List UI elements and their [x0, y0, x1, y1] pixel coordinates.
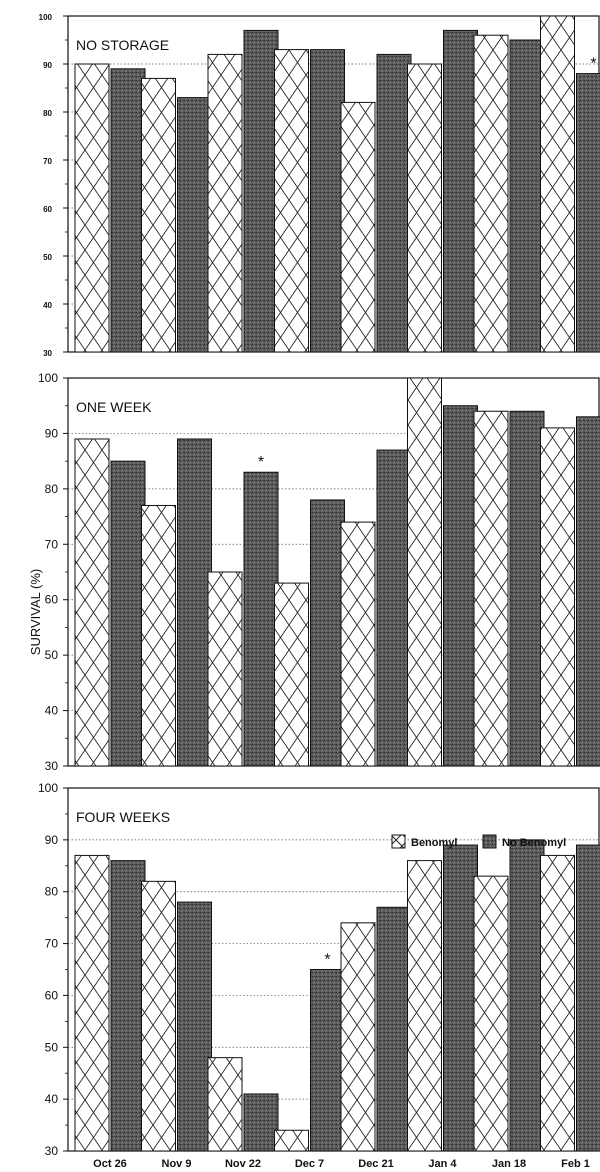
bar-benomyl — [274, 49, 309, 353]
significance-marker: * — [590, 56, 596, 73]
y-tick-label: 80 — [43, 109, 52, 118]
bar-no-benomyl — [509, 410, 545, 767]
bar-benomyl — [407, 377, 442, 767]
x-tick-label: Jan 18 — [492, 1158, 526, 1170]
bar-benomyl — [340, 101, 376, 353]
y-tick-label: 60 — [43, 205, 52, 214]
bar-benomyl — [407, 63, 442, 353]
bar-no-benomyl — [376, 906, 412, 1152]
y-tick-label: 40 — [43, 301, 52, 310]
bar-no-benomyl — [243, 1093, 279, 1152]
x-tick-label: Dec 7 — [295, 1158, 324, 1170]
legend: Benomyl No Benomyl — [391, 834, 566, 849]
bar-no-benomyl — [509, 839, 545, 1152]
panel-four-weeks: 30 40 50 60 70 80 90 100 FOUR WEEKS * — [38, 781, 600, 1158]
panel-title: ONE WEEK — [76, 399, 152, 415]
y-tick-label: 90 — [45, 833, 59, 847]
bar-benomyl — [407, 860, 442, 1152]
y-tick-label: 50 — [45, 1040, 59, 1054]
bar-no-benomyl — [310, 969, 345, 1152]
bar-no-benomyl — [443, 844, 478, 1152]
bar-no-benomyl — [443, 405, 478, 767]
y-tick-label: 60 — [45, 988, 59, 1002]
y-tick-label: 40 — [45, 704, 59, 718]
bar-no-benomyl — [376, 53, 412, 353]
bar-no-benomyl — [310, 49, 345, 353]
bar-benomyl — [340, 922, 376, 1152]
bar-benomyl — [74, 63, 110, 353]
bar-benomyl — [274, 582, 309, 767]
bar-benomyl — [274, 1129, 309, 1152]
bar-benomyl — [141, 880, 176, 1152]
legend-swatch-benomyl — [391, 834, 406, 849]
y-tick-label: 100 — [38, 781, 58, 795]
y-axis-label: SURVIVAL (%) — [28, 569, 43, 655]
bar-no-benomyl — [576, 73, 600, 353]
y-tick-label: 60 — [45, 593, 59, 607]
bar-benomyl — [74, 438, 110, 767]
y-tick-label: 100 — [39, 13, 53, 22]
panel-title: FOUR WEEKS — [76, 809, 170, 825]
bar-no-benomyl — [110, 860, 146, 1152]
legend-label-no-benomyl: No Benomyl — [502, 837, 566, 849]
bar-no-benomyl — [177, 97, 212, 353]
y-tick-label: 30 — [43, 349, 52, 358]
y-tick-label: 40 — [45, 1092, 59, 1106]
y-tick-label: 50 — [45, 648, 59, 662]
bar-no-benomyl — [177, 438, 212, 767]
panel-no-storage: 30 40 50 60 70 80 90 100 NO STORAGE * — [39, 13, 600, 358]
bar-no-benomyl — [376, 449, 412, 767]
y-tick-label: 30 — [45, 759, 59, 773]
bar-benomyl — [141, 504, 176, 767]
x-tick-label: Oct 26 — [93, 1158, 127, 1170]
bar-benomyl — [207, 1057, 243, 1152]
bar-benomyl — [473, 34, 509, 353]
bar-no-benomyl — [576, 416, 600, 767]
bar-benomyl — [74, 854, 110, 1152]
bar-benomyl — [473, 875, 509, 1152]
bar-no-benomyl — [110, 68, 146, 353]
bar-no-benomyl — [576, 844, 600, 1152]
bar-no-benomyl — [443, 29, 478, 353]
bar-no-benomyl — [243, 471, 279, 767]
bar-no-benomyl — [110, 460, 146, 767]
y-tick-label: 70 — [45, 537, 59, 551]
legend-swatch-no-benomyl — [482, 834, 497, 849]
x-tick-label: Nov 22 — [225, 1158, 261, 1170]
bar-no-benomyl — [177, 901, 212, 1152]
bar-benomyl — [540, 854, 575, 1152]
panel-title: NO STORAGE — [76, 37, 169, 53]
bar-no-benomyl — [310, 499, 345, 767]
bar-benomyl — [473, 410, 509, 767]
x-tick-label: Dec 21 — [358, 1158, 393, 1170]
panel-one-week: 30 40 50 60 70 80 90 100 ONE WEEK * — [38, 371, 600, 773]
x-tick-label: Nov 9 — [162, 1158, 192, 1170]
bar-benomyl — [141, 77, 176, 353]
y-tick-label: 50 — [43, 253, 52, 262]
legend-label-benomyl: Benomyl — [411, 837, 457, 849]
bar-benomyl — [207, 53, 243, 353]
bar-no-benomyl — [243, 29, 279, 353]
x-tick-label: Jan 4 — [428, 1158, 457, 1170]
bar-benomyl — [207, 571, 243, 767]
y-tick-label: 30 — [45, 1144, 59, 1158]
y-tick-label: 70 — [43, 157, 52, 166]
bar-benomyl — [340, 521, 376, 767]
x-tick-label: Feb 1 — [561, 1158, 590, 1170]
bar-no-benomyl — [509, 39, 545, 353]
y-tick-label: 80 — [45, 482, 59, 496]
y-tick-label: 80 — [45, 885, 59, 899]
significance-marker: * — [258, 454, 264, 471]
y-tick-label: 90 — [45, 426, 59, 440]
y-tick-label: 70 — [45, 937, 59, 951]
y-tick-label: 100 — [38, 371, 58, 385]
significance-marker: * — [324, 952, 330, 969]
bar-benomyl — [540, 427, 575, 767]
y-tick-label: 90 — [43, 61, 52, 70]
bar-benomyl — [540, 15, 575, 353]
